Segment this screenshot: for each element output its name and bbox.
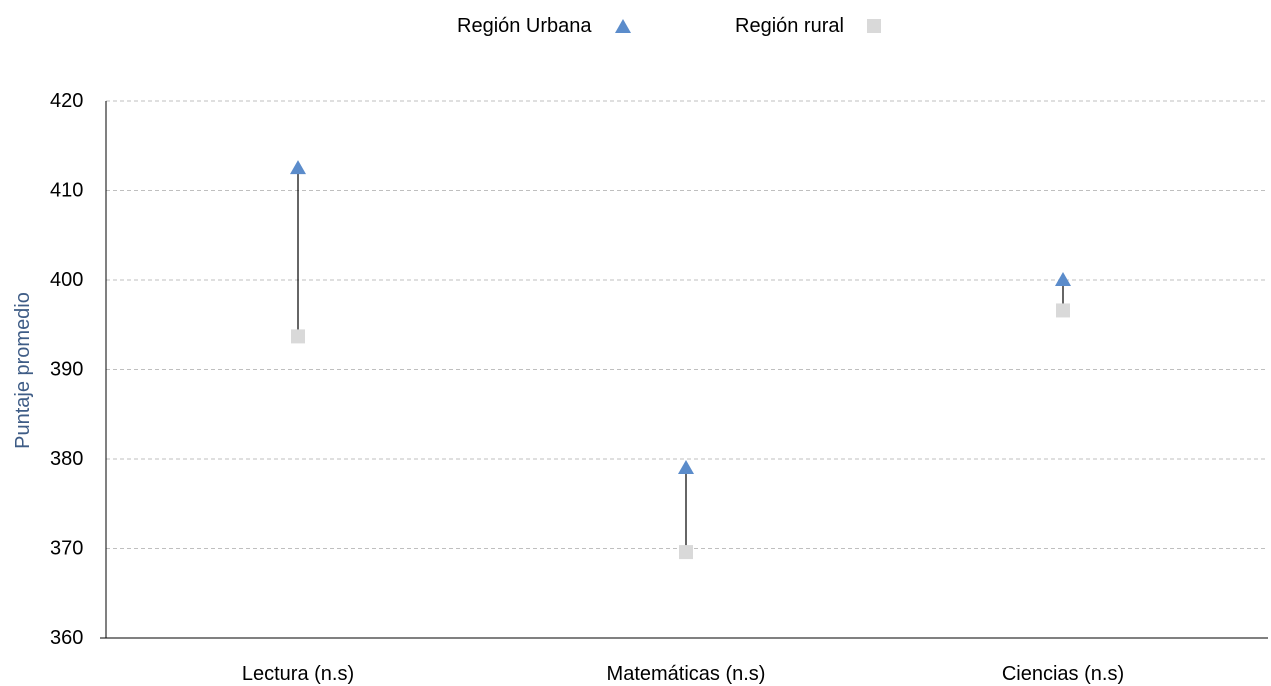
rural-marker-0 — [291, 329, 305, 344]
legend-triangle-icon — [614, 19, 631, 33]
y-tick-label-400: 400 — [50, 269, 83, 291]
y-tick-label-410: 410 — [50, 180, 83, 202]
legend-item-rural: Región rural — [735, 10, 884, 42]
y-tick-label-420: 420 — [50, 90, 83, 112]
y-tick-label-360: 360 — [50, 627, 83, 649]
legend-label-rural: Región rural — [735, 14, 844, 37]
legend-square-icon — [866, 19, 881, 33]
x-tick-label-0: Lectura (n.s) — [242, 663, 354, 685]
legend-label-urbana: Región Urbana — [457, 14, 592, 37]
urban-marker-2 — [1055, 272, 1071, 286]
rural-marker-1 — [679, 545, 693, 560]
urban-marker-1 — [678, 459, 694, 474]
legend: Región Urbana Región rural — [0, 10, 1271, 42]
y-tick-label-390: 390 — [50, 359, 83, 381]
x-tick-label-2: Ciencias (n.s) — [1002, 663, 1124, 685]
x-tick-label-1: Matemáticas (n.s) — [607, 663, 766, 685]
y-tick-label-370: 370 — [50, 538, 83, 560]
rural-marker-2 — [1056, 303, 1070, 318]
urban-marker-0 — [290, 160, 306, 175]
legend-item-urbana: Región Urbana — [457, 10, 632, 42]
y-tick-label-380: 380 — [50, 448, 83, 470]
